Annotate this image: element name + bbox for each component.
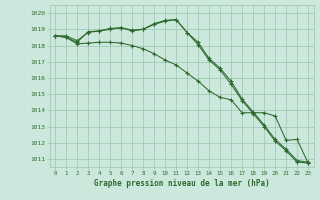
X-axis label: Graphe pression niveau de la mer (hPa): Graphe pression niveau de la mer (hPa) <box>94 179 269 188</box>
